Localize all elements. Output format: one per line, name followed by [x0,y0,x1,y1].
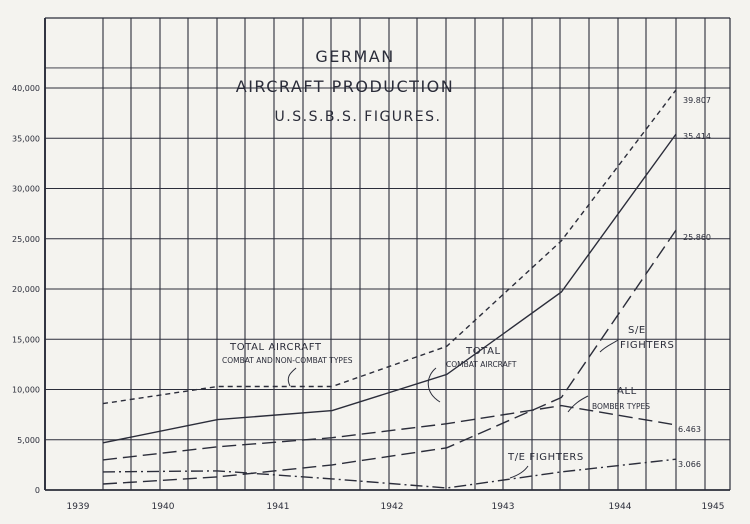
title-line-3: U.S.S.B.S. FIGURES. [275,109,442,125]
y-tick-label: 15,000 [12,335,40,344]
label-se-2: FIGHTERS [620,340,675,351]
arrow-se [599,339,619,353]
end-value-total-aircraft: 39.807 [683,96,711,105]
end-value-total-combat: 35.414 [683,132,711,141]
x-tick-labels: 1939 1940 1941 1942 1943 1944 1945 [67,502,725,512]
x-tick-label: 1943 [492,502,515,512]
end-value-labels: 39.807 35.414 25.860 6.463 3.066 [678,96,711,469]
label-se-1: S/E [628,325,646,336]
y-tick-label: 30,000 [12,185,40,194]
label-bomber-2: BOMBER TYPES [592,402,650,411]
y-tick-labels: 0 5,000 10,000 15,000 20,000 25,000 30,000 35,0… [12,84,40,495]
title-line-2: AIRCRAFT PRODUCTION [236,77,454,96]
y-tick-label: 5,000 [17,436,40,445]
series-line-3 [102,229,677,485]
series-lines [102,89,677,489]
arrow-total-combat [427,367,441,403]
arrow-total-aircraft [287,367,297,387]
label-total-combat-2: COMBAT AIRCRAFT [446,360,517,369]
label-total-aircraft: TOTAL AIRCRAFT [229,342,322,353]
series-annotations: TOTAL AIRCRAFT COMBAT AND NON-COMBAT TYP… [222,325,675,479]
series-line-5 [102,458,677,489]
label-te: T/E FIGHTERS [507,452,584,463]
y-tick-label: 0 [35,486,40,495]
title-line-1: GERMAN [315,47,394,66]
x-tick-label: 1939 [67,502,90,512]
chart-title: GERMAN AIRCRAFT PRODUCTION U.S.S.B.S. FI… [236,47,454,125]
series-line-4 [102,404,677,461]
x-tick-label: 1941 [267,502,290,512]
end-value-se-fighters: 25.860 [683,233,711,242]
y-tick-label: 20,000 [12,285,40,294]
arrow-bomber [567,395,589,413]
x-tick-label: 1942 [381,502,404,512]
end-value-te-fighters: 3.066 [678,460,701,469]
grid [44,17,731,490]
arrow-te [509,465,529,479]
x-tick-label: 1945 [702,502,725,512]
y-tick-label: 40,000 [12,84,40,93]
y-tick-label: 35,000 [12,134,40,143]
label-total-aircraft-sub: COMBAT AND NON-COMBAT TYPES [222,356,353,365]
label-total-combat-1: TOTAL [465,346,501,357]
label-bomber-1: ALL [617,386,637,397]
axes [44,18,730,491]
x-tick-label: 1940 [152,502,175,512]
end-value-bomber: 6.463 [678,425,701,434]
y-tick-label: 25,000 [12,235,40,244]
series-line-1 [102,89,677,405]
y-tick-label: 10,000 [12,386,40,395]
series-line-2 [102,133,677,444]
x-tick-label: 1944 [609,502,632,512]
